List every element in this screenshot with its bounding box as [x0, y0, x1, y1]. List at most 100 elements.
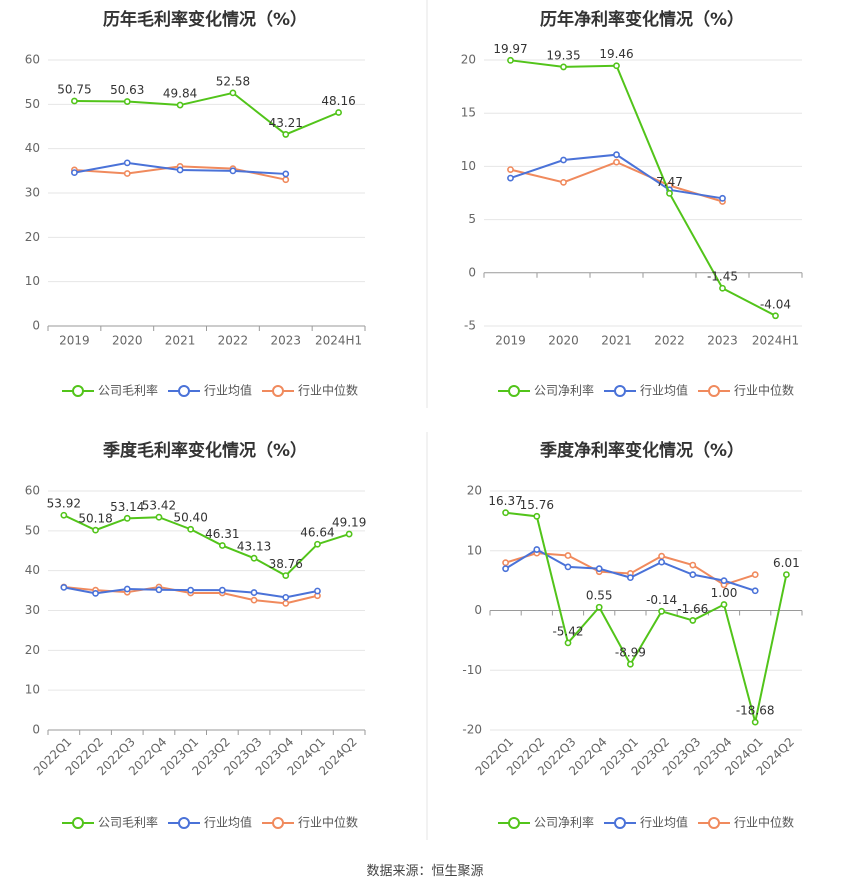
chart-legend: 公司毛利率 行业均值 行业中位数 [62, 815, 358, 830]
data-label: 43.13 [237, 540, 271, 554]
legend-swatch-marker [72, 385, 84, 397]
data-label: 50.18 [78, 512, 112, 526]
y-tick-label: 10 [25, 683, 40, 697]
legend-item: 公司毛利率 [62, 815, 158, 830]
y-tick-label: 20 [467, 484, 482, 498]
data-point [187, 525, 195, 533]
x-tick-label: 2020 [112, 334, 143, 348]
chart-title: 季度净利率变化情况（%） [540, 440, 744, 461]
data-point [218, 586, 226, 594]
legend-item: 行业中位数 [262, 815, 358, 830]
data-label: 46.64 [300, 526, 334, 540]
y-tick-label: 40 [25, 141, 40, 155]
legend-label: 行业中位数 [734, 383, 794, 398]
x-tick-label: 2022 [218, 334, 249, 348]
data-point [689, 561, 697, 569]
legend-item: 行业中位数 [698, 383, 794, 398]
data-point [282, 572, 290, 580]
y-tick-label: 20 [25, 643, 40, 657]
chart-3: 季度毛利率变化情况（%）01020304050602022Q12022Q2202… [25, 440, 367, 830]
series-line [74, 91, 339, 136]
x-tick-label: 2024H1 [752, 334, 799, 348]
legend-swatch-marker [272, 817, 284, 829]
legend-swatch-marker [508, 385, 520, 397]
data-point [533, 546, 541, 553]
legend-swatch-marker [178, 385, 190, 397]
legend-item: 行业均值 [168, 815, 252, 830]
data-point [71, 169, 78, 177]
y-tick-label: 30 [25, 603, 40, 617]
y-tick-label: 20 [461, 53, 476, 67]
legend-item: 行业中位数 [698, 815, 794, 830]
legend-swatch-marker [508, 817, 520, 829]
data-point [176, 166, 184, 174]
data-point [507, 56, 514, 64]
data-point [155, 513, 163, 521]
legend-item: 行业均值 [604, 815, 688, 830]
data-point [250, 554, 258, 562]
legend-item: 行业均值 [604, 383, 688, 398]
legend-label: 公司净利率 [534, 815, 594, 830]
chart-legend: 公司净利率 行业均值 行业中位数 [498, 815, 794, 830]
y-tick-label: 0 [474, 603, 482, 617]
series-line [505, 511, 788, 723]
data-label: 52.58 [216, 74, 250, 88]
legend-swatch-marker [72, 817, 84, 829]
data-point [751, 587, 759, 595]
chart-legend: 公司净利率 行业均值 行业中位数 [498, 383, 794, 398]
series-line [510, 59, 776, 317]
data-point [772, 312, 779, 320]
data-label: 6.01 [773, 556, 800, 570]
data-point [658, 558, 665, 566]
data-point [282, 170, 290, 178]
data-label: 19.97 [493, 42, 527, 56]
data-point [560, 156, 567, 164]
x-tick-label: 2019 [59, 334, 90, 348]
legend-swatch-marker [708, 817, 720, 829]
x-tick-label: 2024H1 [315, 334, 362, 348]
data-point [533, 512, 541, 520]
data-point [60, 511, 68, 519]
data-point [658, 552, 665, 560]
data-label: -8.99 [615, 646, 646, 660]
data-point [92, 589, 99, 597]
chart-title: 历年毛利率变化情况（%） [103, 9, 307, 30]
y-tick-label: 20 [25, 230, 40, 244]
y-tick-label: 60 [25, 53, 40, 67]
legend-label: 公司毛利率 [98, 815, 158, 830]
legend-label: 行业中位数 [298, 815, 358, 830]
data-point [123, 585, 131, 593]
data-label: -5.42 [552, 624, 583, 638]
chart-1: 历年毛利率变化情况（%） 0 10 20 30 40 50 60 2019 2020 2021 202… [25, 9, 366, 398]
data-label: 48.16 [321, 94, 355, 108]
data-label: 43.21 [269, 116, 303, 130]
y-tick-label: 0 [32, 723, 40, 737]
data-point [123, 98, 131, 105]
data-point [229, 167, 237, 175]
legend-label: 行业均值 [204, 815, 252, 830]
data-label: -1.66 [677, 602, 708, 616]
data-label: 49.84 [163, 87, 197, 101]
data-point [595, 565, 603, 573]
data-label: 50.63 [110, 83, 144, 97]
y-tick-label: 10 [461, 159, 476, 173]
data-point [250, 589, 258, 596]
data-label: 49.19 [332, 516, 366, 530]
data-point [187, 586, 195, 594]
x-tick-label: 2021 [165, 334, 196, 348]
data-point [666, 189, 673, 197]
x-tick-label: 2021 [601, 334, 632, 348]
data-point [282, 599, 290, 607]
legend-label: 行业均值 [640, 383, 688, 398]
data-point [751, 718, 759, 726]
data-point [123, 159, 131, 167]
data-point [783, 571, 790, 578]
data-point [314, 587, 321, 595]
data-point [507, 166, 514, 173]
data-point [564, 552, 572, 559]
y-tick-label: 50 [25, 97, 40, 111]
data-point [689, 617, 697, 624]
data-point [627, 574, 634, 582]
y-tick-label: 60 [25, 484, 40, 498]
